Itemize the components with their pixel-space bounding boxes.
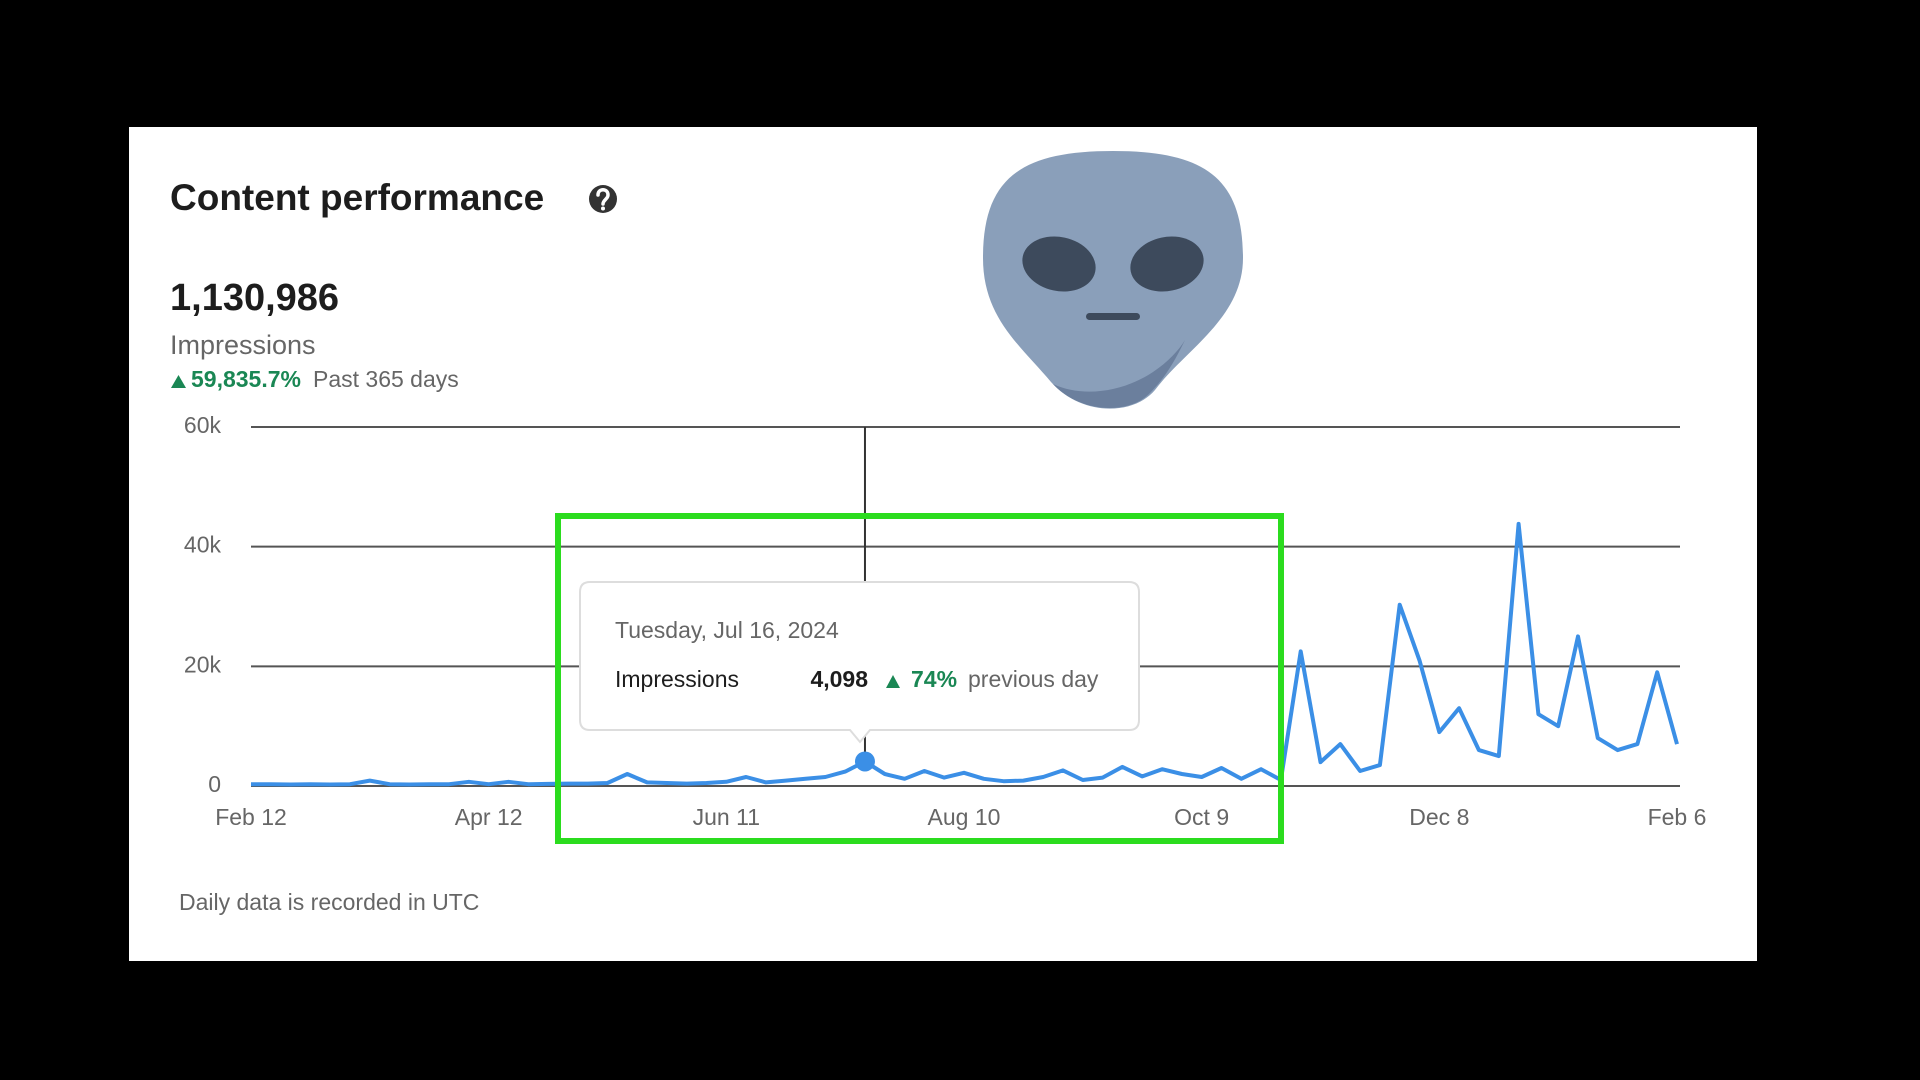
hover-layer [854, 751, 875, 772]
y-tick-label: 0 [208, 771, 221, 797]
alien-emoji [983, 151, 1243, 409]
y-tick-label: 20k [184, 651, 222, 677]
help-glyph [596, 188, 610, 206]
x-tick-label: Apr 12 [455, 804, 523, 830]
tooltip-box [579, 581, 1140, 744]
up-arrow [171, 375, 186, 388]
metric-label: Impressions [170, 330, 316, 360]
help-dot [601, 206, 605, 211]
card [129, 127, 1757, 961]
alien-eye [1022, 236, 1096, 292]
x-tick-label: Dec 8 [1409, 804, 1469, 830]
series-line [251, 521, 1679, 787]
x-tick-label: Jun 11 [693, 804, 760, 830]
series-layer [251, 521, 1679, 787]
tooltip-series: Impressions [615, 666, 739, 692]
total: 1,130,986 [170, 277, 339, 319]
period: Past 365 days [313, 366, 459, 392]
tooltip: Tuesday, Jul 16, 2024 Impressions 4,098 … [579, 581, 1140, 744]
alien-eye [1130, 236, 1204, 292]
x-tick-label: Oct 9 [1174, 804, 1229, 830]
alien-mouth [1086, 313, 1140, 320]
title: Content performance [170, 177, 544, 218]
x-axis: Feb 12 Apr 12 Jun 11 Aug 10 Oct 9 Dec 8 Feb 6 [215, 804, 1706, 830]
highlight-box [555, 513, 1284, 844]
tooltip-change-text: previous day [968, 666, 1099, 692]
tooltip-change: 74% [911, 666, 957, 692]
x-tick-label: Feb 6 [1648, 804, 1707, 830]
alien-head [983, 151, 1243, 409]
x-tick-label: Feb 12 [215, 804, 287, 830]
help-circle [589, 185, 617, 213]
tooltip-date: Tuesday, Jul 16, 2024 [615, 617, 839, 643]
change: 59,835.7% [191, 366, 301, 392]
help-icon[interactable] [589, 185, 617, 213]
y-tick-label: 40k [184, 532, 222, 558]
hover-point [854, 751, 875, 772]
alien-chin-shade [1053, 340, 1185, 408]
footnote: Daily data is recorded in UTC [179, 889, 479, 915]
y-tick-label: 60k [184, 412, 222, 438]
tooltip-value: 4,098 [810, 666, 868, 692]
tooltip-arrow [886, 675, 900, 688]
x-tick-label: Aug 10 [928, 804, 1001, 830]
